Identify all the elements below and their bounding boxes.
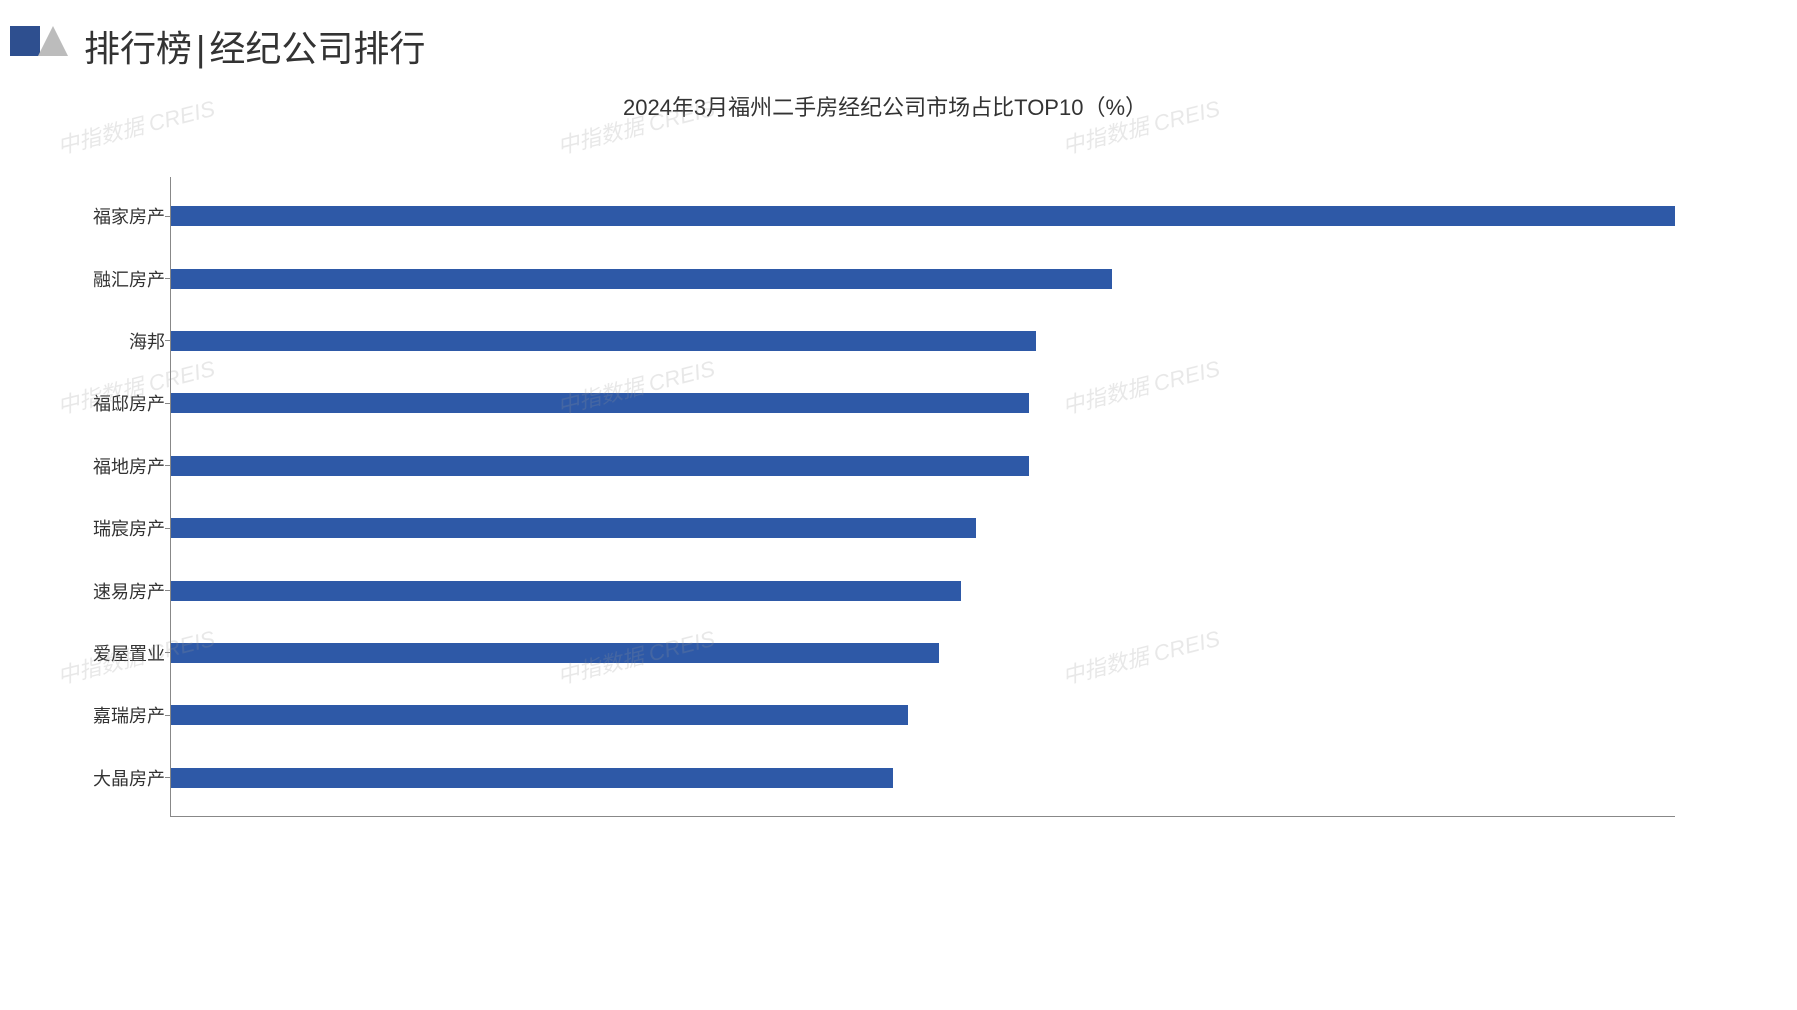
bar-label: 融汇房产 — [90, 266, 165, 292]
bar — [171, 206, 1675, 226]
bar — [171, 705, 908, 725]
bar-row: 嘉瑞房产 — [170, 691, 1675, 739]
bar-label: 瑞宸房产 — [90, 515, 165, 541]
chart-container: 2024年3月福州二手房经纪公司市场占比TOP10（%） 福家房产融汇房产海邦福… — [95, 90, 1675, 817]
bar — [171, 456, 1029, 476]
bar-label: 海邦 — [90, 328, 165, 354]
bar — [171, 331, 1036, 351]
bar-label: 爱屋置业 — [90, 640, 165, 666]
bar-row: 速易房产 — [170, 567, 1675, 615]
axis-tick — [165, 216, 170, 217]
bar-row: 瑞宸房产 — [170, 504, 1675, 552]
bar — [171, 393, 1029, 413]
bar-label: 福家房产 — [90, 203, 165, 229]
axis-tick — [165, 403, 170, 404]
bar-row: 大晶房产 — [170, 754, 1675, 802]
bar-label: 速易房产 — [90, 578, 165, 604]
axis-tick — [165, 465, 170, 466]
bar — [171, 518, 976, 538]
axis-tick — [165, 590, 170, 591]
axis-tick — [165, 777, 170, 778]
bar-row: 福地房产 — [170, 442, 1675, 490]
axis-tick — [165, 278, 170, 279]
chart-plot: 福家房产融汇房产海邦福邸房产福地房产瑞宸房产速易房产爱屋置业嘉瑞房产大晶房产 — [170, 177, 1675, 817]
chart-title: 2024年3月福州二手房经纪公司市场占比TOP10（%） — [95, 90, 1675, 122]
bar-row: 福家房产 — [170, 192, 1675, 240]
bar — [171, 581, 961, 601]
title-part1: 排行榜 — [84, 20, 192, 72]
brand-logo-icon — [10, 26, 66, 66]
bar-rows: 福家房产融汇房产海邦福邸房产福地房产瑞宸房产速易房产爱屋置业嘉瑞房产大晶房产 — [170, 177, 1675, 817]
bar-label: 大晶房产 — [90, 765, 165, 791]
axis-tick — [165, 528, 170, 529]
bar — [171, 768, 893, 788]
page-title: 排行榜 | 经纪公司排行 — [84, 20, 425, 72]
bar-row: 爱屋置业 — [170, 629, 1675, 677]
title-separator: | — [196, 28, 205, 70]
axis-tick — [165, 715, 170, 716]
bar-row: 海邦 — [170, 317, 1675, 365]
bar-row: 融汇房产 — [170, 255, 1675, 303]
axis-tick — [165, 652, 170, 653]
title-part2: 经纪公司排行 — [209, 20, 425, 72]
bar-label: 福邸房产 — [90, 390, 165, 416]
bar — [171, 643, 939, 663]
axis-tick — [165, 340, 170, 341]
bar-label: 福地房产 — [90, 453, 165, 479]
bar — [171, 269, 1112, 289]
bar-row: 福邸房产 — [170, 379, 1675, 427]
bar-label: 嘉瑞房产 — [90, 702, 165, 728]
page-header: 排行榜 | 经纪公司排行 — [0, 0, 1797, 72]
